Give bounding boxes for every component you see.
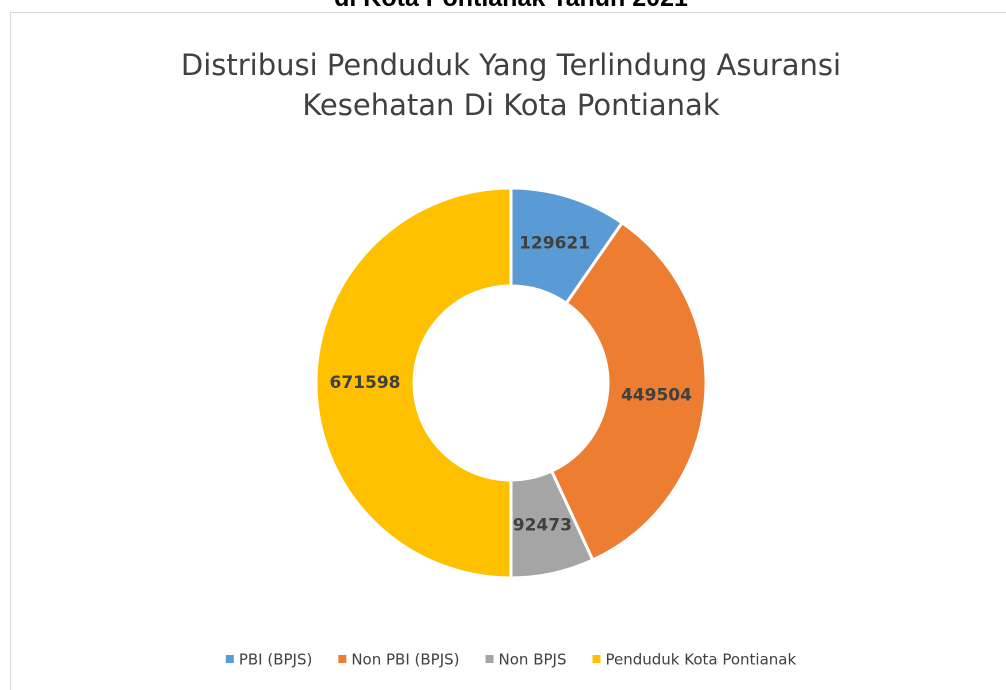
donut-segment: [549, 220, 708, 563]
donut: 129621 449504 92473 671598: [314, 186, 708, 580]
legend-swatch: [592, 655, 601, 663]
legend-swatch: [338, 655, 347, 663]
legend-label: Non BPJS: [499, 651, 567, 669]
legend-label: Penduduk Kota Pontianak: [605, 651, 796, 669]
data-label: 129621: [519, 234, 590, 254]
chart-title: Kesehatan Di Kota Pontianak: [302, 88, 719, 122]
donut-segment: [314, 186, 513, 580]
data-label: 449504: [621, 386, 692, 406]
legend-label: Non PBI (BPJS): [351, 651, 459, 669]
legend: PBI (BPJS) Non PBI (BPJS) Non BPJS Penduduk…: [225, 651, 796, 669]
chart-title: Distribusi Penduduk Yang Terlindung Asur…: [181, 48, 841, 82]
legend-label: PBI (BPJS): [239, 651, 313, 669]
legend-swatch: [225, 655, 234, 663]
legend-swatch: [485, 655, 494, 663]
page-heading: di Kota Pontianak Tahun 2021: [334, 0, 688, 12]
data-label: 671598: [330, 373, 401, 393]
data-label: 92473: [513, 516, 572, 536]
